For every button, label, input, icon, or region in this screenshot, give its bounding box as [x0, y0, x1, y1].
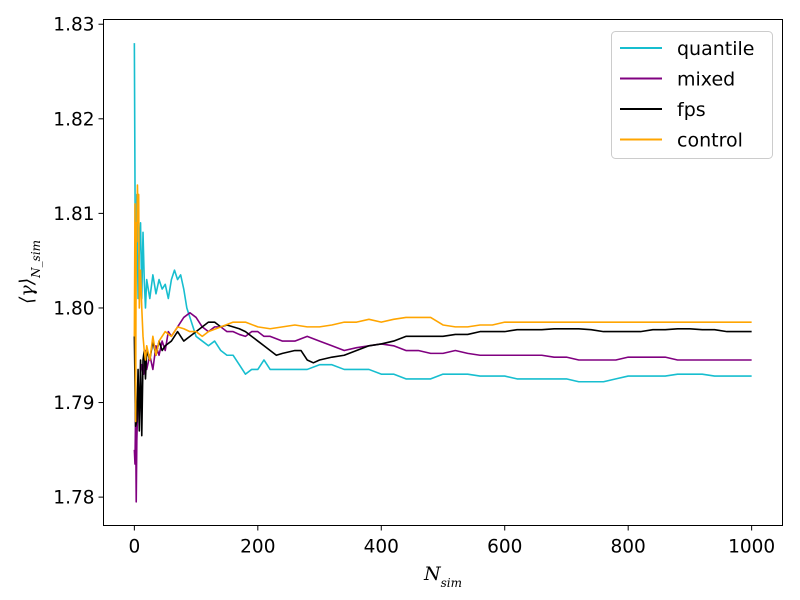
y-tick-label: 1.80 [53, 298, 94, 319]
y-axis-label: ⟨γ⟩N_sim [16, 240, 43, 304]
legend-label-control: control [677, 130, 743, 152]
legend-label-fps: fps [677, 99, 706, 121]
x-tick-label: 0 [128, 537, 140, 558]
y-tick-label: 1.83 [53, 15, 94, 36]
series-line-control [133, 184, 752, 423]
x-axis-ticks: 0 200 400 600 800 1000 [128, 525, 775, 558]
x-axis-label: Nsim [423, 563, 462, 590]
legend-box [611, 31, 773, 159]
series-line-fps [133, 321, 752, 437]
plot-frame [103, 19, 783, 526]
x-tick-label: 600 [487, 537, 522, 558]
y-tick-label: 1.78 [53, 488, 94, 509]
x-tick-label: 1000 [728, 537, 775, 558]
y-axis-ticks: 1.78 1.79 1.80 1.81 1.82 1.83 [53, 15, 104, 509]
series-line-mixed [133, 311, 752, 503]
series-line-quantile [133, 43, 752, 383]
legend-label-mixed: mixed [677, 69, 735, 91]
y-tick-label: 1.81 [53, 204, 94, 225]
x-tick-label: 800 [611, 537, 646, 558]
legend: quantile mixed fps control [611, 31, 773, 159]
legend-label-quantile: quantile [677, 38, 754, 60]
legend-entries: quantile mixed fps control [620, 38, 754, 152]
x-tick-label: 400 [364, 537, 399, 558]
x-tick-label: 200 [240, 537, 275, 558]
series-layer [133, 43, 752, 503]
y-tick-label: 1.79 [53, 393, 94, 414]
y-tick-label: 1.82 [53, 109, 94, 130]
